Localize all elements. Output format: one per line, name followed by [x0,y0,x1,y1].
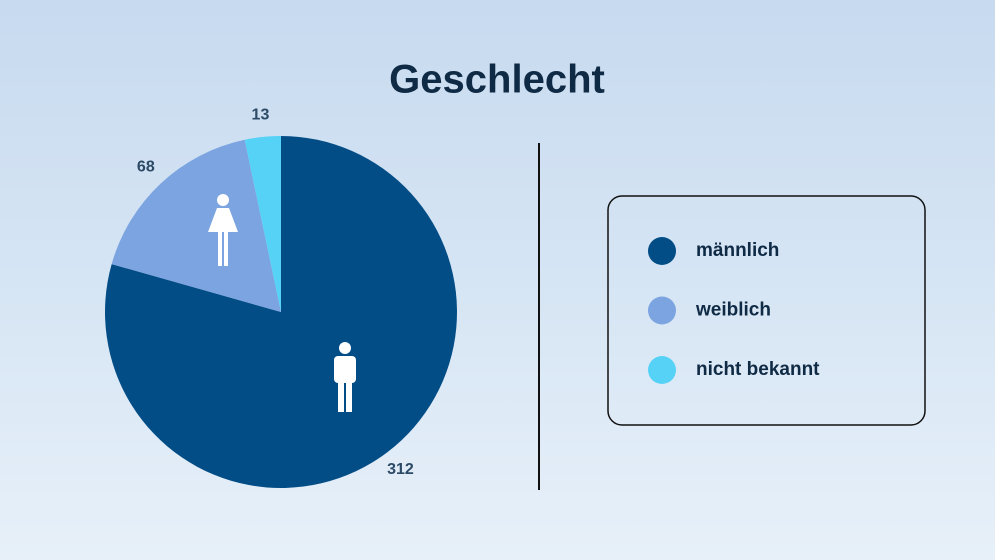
pie [104,136,457,488]
data-label: 13 [252,106,270,123]
legend-label: weiblich [695,300,771,321]
legend-label: nicht bekannt [696,359,820,380]
icons [208,194,356,412]
chart-title: Geschlecht [389,58,605,102]
legend-label: männlich [696,240,779,261]
pie-slice [244,136,281,312]
data-label: 68 [137,159,155,176]
female-icon [208,194,238,266]
legend-swatch [648,237,676,265]
legend-swatch [648,356,676,384]
data-label: 312 [387,461,414,478]
male-icon [334,342,356,412]
pie-slice [111,139,281,312]
legend-box [607,195,926,426]
legend-swatch [648,296,676,325]
